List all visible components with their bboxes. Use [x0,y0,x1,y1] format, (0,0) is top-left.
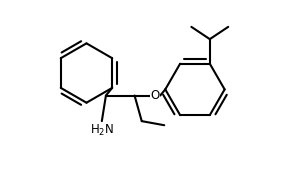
Text: O: O [151,89,160,102]
Text: H$_2$N: H$_2$N [90,123,114,138]
